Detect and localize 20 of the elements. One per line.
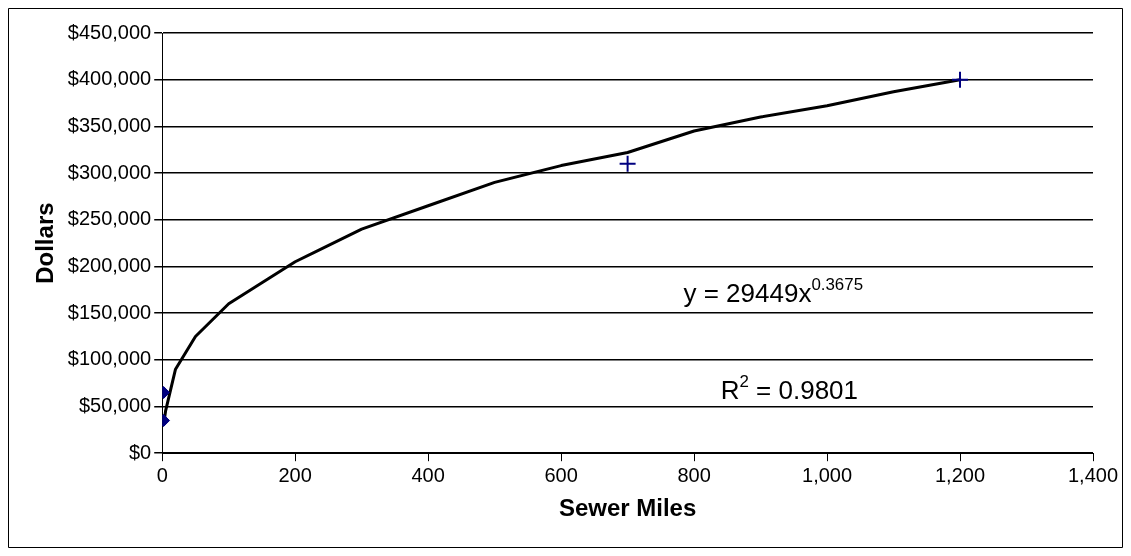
x-tick-label: 1,000 [802,463,853,486]
x-tick-label: 200 [278,463,312,486]
y-tick-label: $50,000 [78,394,152,417]
x-axis-title: Sewer Miles [558,494,697,522]
x-tick-label: 600 [544,463,578,486]
y-tick-label: $250,000 [67,207,152,230]
y-tick-label: $300,000 [67,160,152,183]
x-tick-label: 1,200 [935,463,986,486]
y-tick-label: $100,000 [67,347,152,370]
y-axis-title: Dollars [31,202,59,284]
y-tick-label: $200,000 [67,253,152,276]
x-tick-label: 400 [411,463,445,486]
y-tick-label: $450,000 [67,20,152,43]
y-tick-label: $150,000 [67,300,152,323]
y-tick-label: $350,000 [67,113,152,136]
x-tick-label: 1,400 [1067,463,1119,486]
x-tick-label: 0 [156,463,168,486]
y-tick-label: $400,000 [67,67,152,90]
y-tick-label: $0 [128,440,152,463]
x-tick-label: 800 [677,463,711,486]
